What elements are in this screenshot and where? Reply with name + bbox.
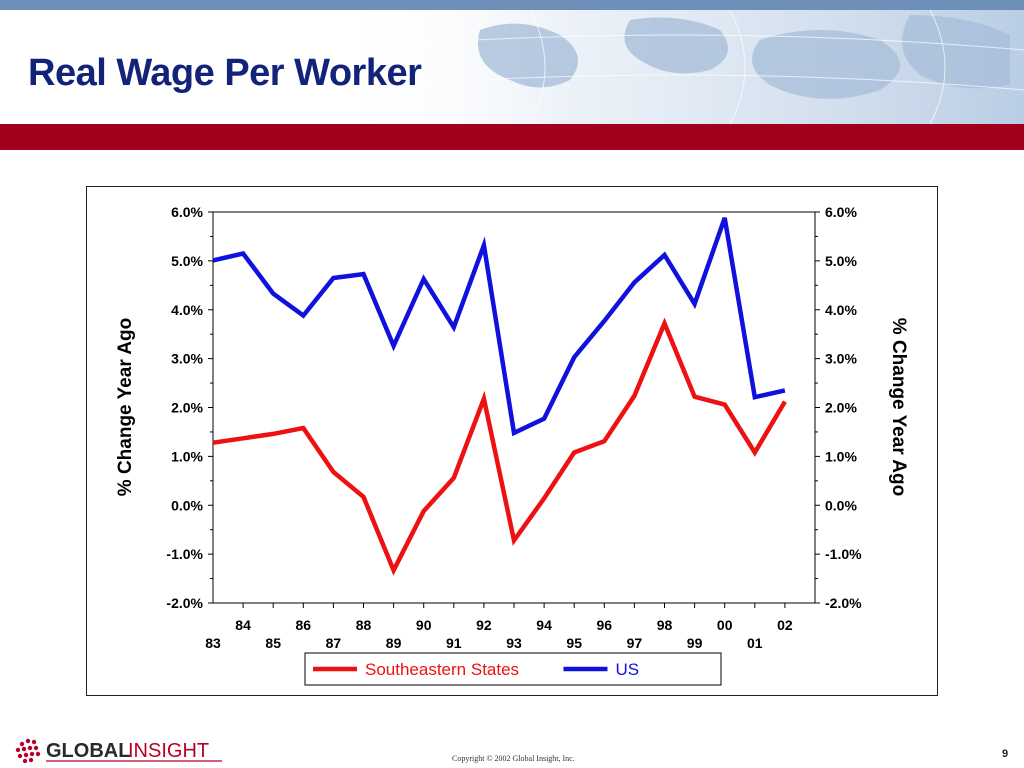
slide-title: Real Wage Per Worker — [28, 52, 422, 94]
y-tick-label-left: 5.0% — [171, 253, 203, 269]
global-insight-logo: GLOBAL INSIGHT — [15, 738, 222, 764]
x-tick-label: 00 — [717, 617, 733, 633]
x-tick-label: 87 — [326, 635, 342, 651]
y-tick-label-right: 5.0% — [825, 253, 857, 269]
copyright-text: Copyright © 2002 Global Insight, Inc. — [452, 754, 575, 763]
logo-text-global: GLOBAL — [46, 740, 130, 762]
x-tick-label: 93 — [506, 635, 522, 651]
x-tick-label: 97 — [627, 635, 643, 651]
y-tick-label-right: 1.0% — [825, 448, 857, 464]
chart-frame: -2.0% -2.0% -1.0% -1.0% 0.0% 0.0% 1.0% 1.0% 2.0%… — [86, 186, 938, 696]
x-tick-label: 98 — [657, 617, 673, 633]
x-tick-label: 86 — [296, 617, 312, 633]
series-line-us — [212, 217, 786, 437]
y-tick-label-right: -1.0% — [825, 546, 862, 562]
y-tick-label-right: 2.0% — [825, 400, 857, 416]
x-tick-label: 84 — [235, 617, 251, 633]
y-tick-label-right: 0.0% — [825, 497, 857, 513]
y-tick-label-left: 1.0% — [171, 448, 203, 464]
y-tick-label-left: -2.0% — [166, 595, 203, 611]
y-tick-label-left: 2.0% — [171, 400, 203, 416]
top-strip — [0, 0, 1024, 10]
logo-text-insight: INSIGHT — [128, 740, 209, 762]
x-tick-label: 83 — [205, 635, 221, 651]
y-axis-label-left: % Change Year Ago — [115, 318, 136, 496]
x-tick-label: 94 — [536, 617, 552, 633]
y-tick-label-right: 6.0% — [825, 204, 857, 220]
line-chart: -2.0% -2.0% -1.0% -1.0% 0.0% 0.0% 1.0% 1.0% 2.0%… — [115, 204, 909, 686]
y-tick-label-left: 3.0% — [171, 351, 203, 367]
series-lines — [212, 217, 787, 576]
y-tick-label-left: -1.0% — [166, 546, 203, 562]
x-ticks: 83 84 85 86 87 88 89 90 91 92 93 94 95 96 97 98 99 00 01 02 — [205, 603, 793, 651]
x-tick-label: 91 — [446, 635, 462, 651]
x-tick-label: 99 — [687, 635, 703, 651]
legend-box — [304, 652, 722, 686]
y-tick-label-right: -2.0% — [825, 595, 862, 611]
legend: Southeastern States US — [304, 652, 722, 686]
x-tick-label: 95 — [566, 635, 582, 651]
x-tick-label: 96 — [597, 617, 613, 633]
x-tick-label: 92 — [476, 617, 492, 633]
y-tick-label-left: 0.0% — [171, 497, 203, 513]
y-tick-label-right: 3.0% — [825, 351, 857, 367]
y-tick-label-left: 4.0% — [171, 302, 203, 318]
x-tick-label: 85 — [265, 635, 281, 651]
title-divider-band — [0, 124, 1024, 150]
x-tick-label: 90 — [416, 617, 432, 633]
legend-label: US — [616, 660, 640, 679]
world-map-icon — [330, 10, 1024, 124]
y-axis-label-right: % Change Year Ago — [888, 318, 909, 496]
y-ticks: -2.0% -2.0% -1.0% -1.0% 0.0% 0.0% 1.0% 1.0% 2.0%… — [166, 204, 862, 611]
globe-dots-icon — [15, 738, 41, 764]
legend-label: Southeastern States — [365, 660, 519, 679]
series-line-southeastern-states — [212, 317, 787, 576]
x-tick-label: 89 — [386, 635, 402, 651]
x-tick-label: 02 — [777, 617, 793, 633]
page-number: 9 — [1002, 748, 1009, 760]
x-tick-label: 01 — [747, 635, 763, 651]
y-tick-label-right: 4.0% — [825, 302, 857, 318]
y-tick-label-left: 6.0% — [171, 204, 203, 220]
x-tick-label: 88 — [356, 617, 372, 633]
